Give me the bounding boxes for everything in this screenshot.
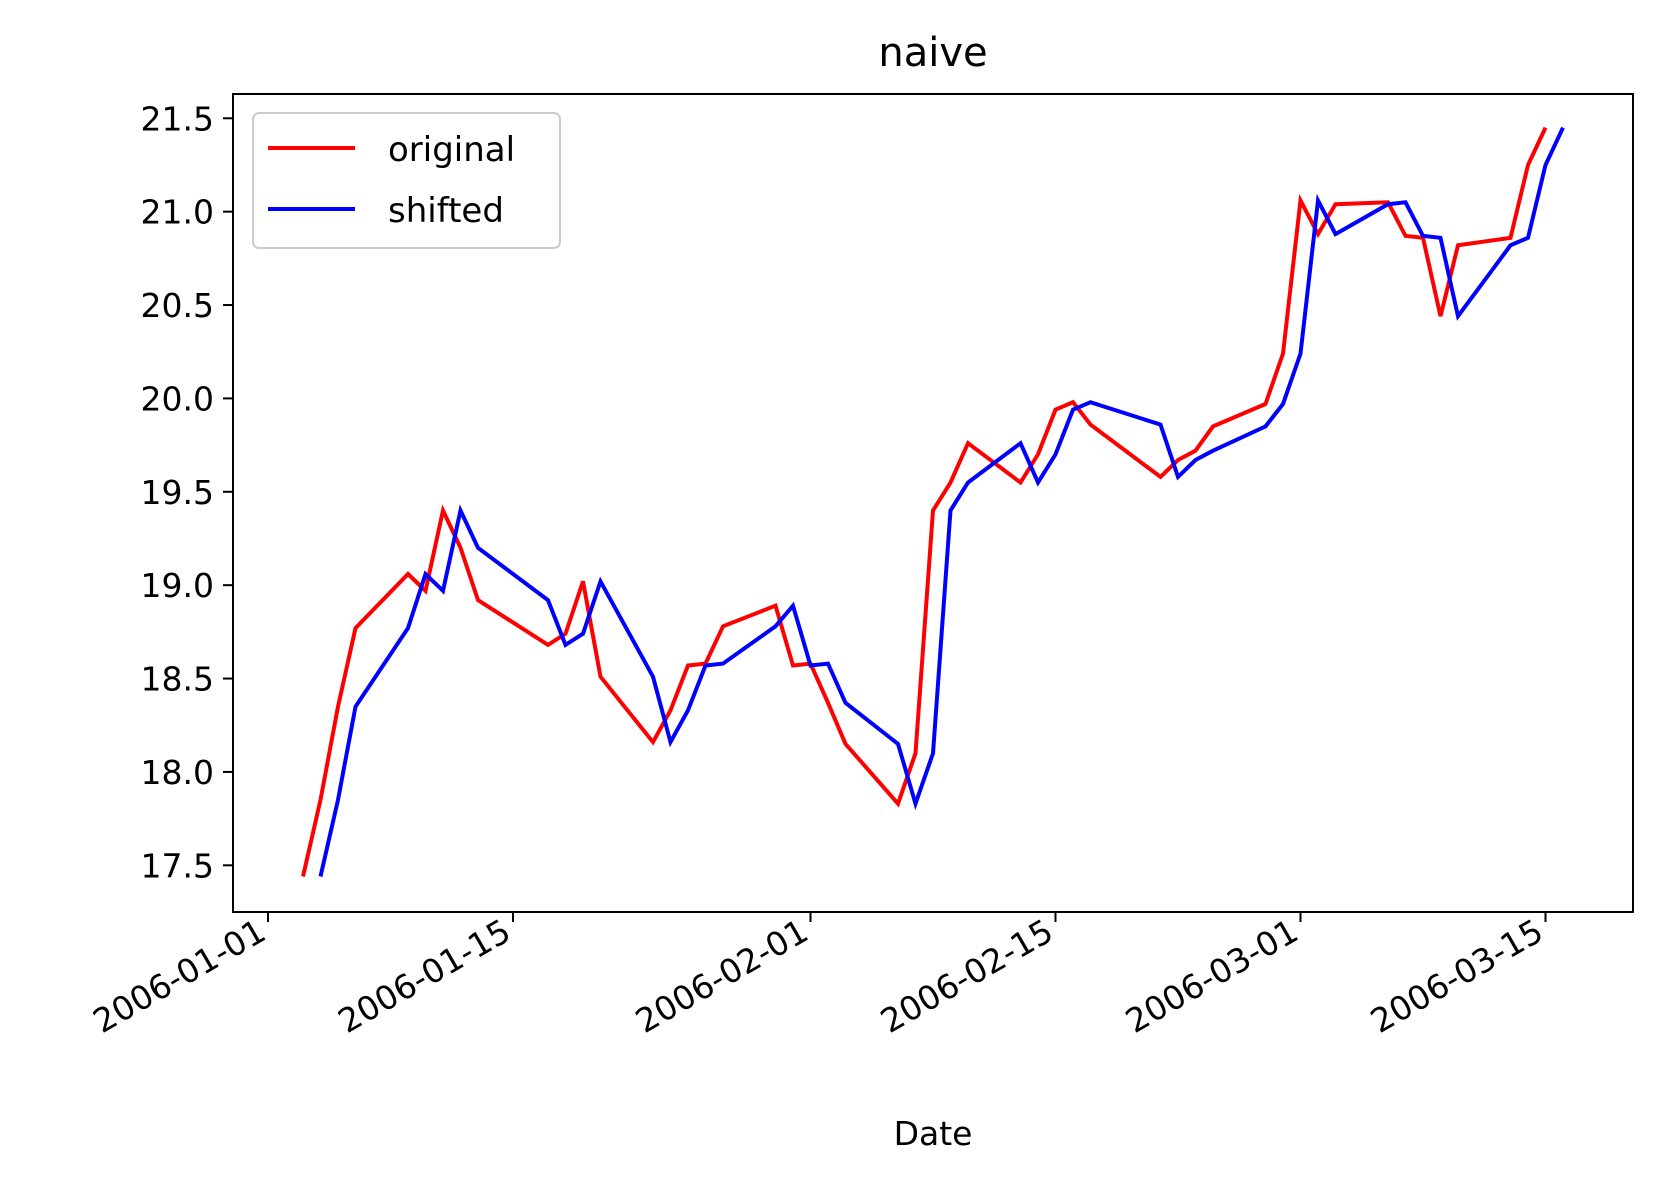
y-tick-label: 18.0 [141, 753, 214, 792]
y-tick-label: 19.5 [141, 473, 214, 512]
x-axis: 2006-01-01 2006-01-15 2006-02-01 2006-02-15… [86, 911, 1549, 1041]
chart-title: naive [878, 30, 987, 76]
plot-frame [232, 93, 1634, 913]
y-tick-label: 18.5 [141, 660, 214, 699]
y-tick-label: 19.0 [141, 566, 214, 605]
x-tick-label: 2006-03-01 [1119, 911, 1305, 1041]
series-line-shifted [318, 126, 1565, 877]
x-tick-label: 2006-02-01 [629, 911, 815, 1041]
legend: original shifted [252, 112, 561, 249]
y-tick-label: 21.5 [141, 99, 214, 138]
legend-label-original: original [388, 130, 515, 170]
x-tick-label: 2006-01-01 [86, 911, 272, 1041]
y-tick-label: 20.0 [141, 379, 214, 418]
series-layer [301, 126, 1565, 877]
series-line-original [301, 126, 1548, 877]
x-axis-label: Date [894, 1114, 973, 1153]
y-tick-label: 21.0 [141, 193, 214, 232]
y-tick-label: 20.5 [141, 286, 214, 325]
x-tick-label: 2006-03-15 [1364, 911, 1550, 1041]
legend-label-shifted: shifted [388, 191, 504, 231]
y-tick-label: 17.5 [141, 846, 214, 885]
x-tick-label: 2006-02-15 [874, 911, 1060, 1041]
y-axis: 17.5 18.0 18.5 19.0 19.5 20.0 20.5 21.0 21.5 [141, 99, 233, 885]
plot-area [232, 93, 1634, 913]
x-tick-label: 2006-01-15 [331, 911, 517, 1041]
